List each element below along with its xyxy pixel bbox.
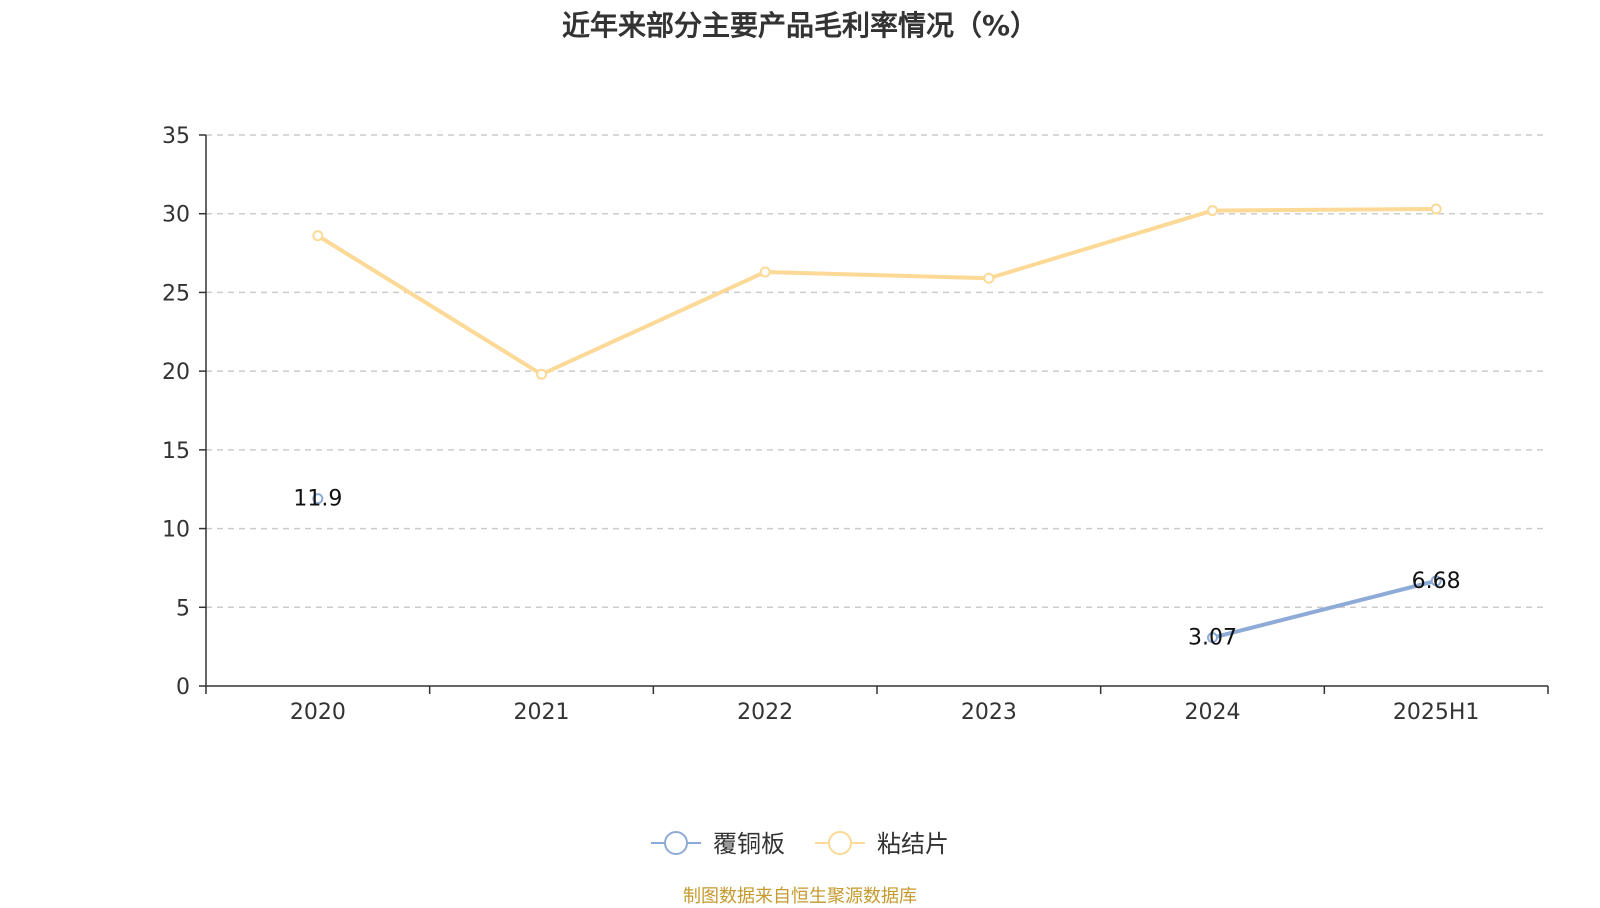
data-point bbox=[312, 493, 324, 505]
data-point bbox=[1430, 203, 1442, 215]
legend-item-1: 覆铜板 bbox=[651, 830, 785, 858]
data-point bbox=[312, 230, 324, 242]
x-tick-label: 2021 bbox=[514, 700, 570, 725]
legend-marker bbox=[828, 831, 852, 855]
y-tick-label: 30 bbox=[162, 203, 190, 228]
legend: 覆铜板 粘结片 bbox=[651, 830, 949, 858]
series-1 bbox=[312, 493, 1442, 644]
data-label: 3.07 bbox=[1188, 626, 1237, 651]
y-tick-label: 35 bbox=[162, 124, 190, 149]
legend-item-2: 粘结片 bbox=[815, 830, 949, 858]
x-tick-label: 2024 bbox=[1185, 700, 1241, 725]
data-point bbox=[1430, 575, 1442, 587]
series-layer bbox=[312, 203, 1442, 644]
data-labels: 11.9 3.07 6.68 bbox=[293, 487, 1460, 651]
series-line bbox=[316, 206, 1437, 377]
y-tick-label: 20 bbox=[162, 360, 190, 385]
series-2 bbox=[312, 203, 1442, 380]
x-tick-label: 2025H1 bbox=[1393, 700, 1480, 725]
y-tick-label: 25 bbox=[162, 281, 190, 306]
data-point bbox=[983, 272, 995, 284]
data-point bbox=[536, 368, 547, 380]
data-point bbox=[1207, 632, 1218, 644]
legend-label: 粘结片 bbox=[877, 830, 949, 858]
y-tick-label: 10 bbox=[162, 518, 190, 543]
x-tick-label: 2022 bbox=[737, 700, 793, 725]
data-label: 11.9 bbox=[293, 487, 342, 512]
grid-lines bbox=[206, 134, 1548, 609]
y-tick-label: 5 bbox=[176, 596, 190, 621]
legend-label: 覆铜板 bbox=[713, 830, 785, 858]
data-point bbox=[759, 266, 771, 278]
axes: 0 5 10 15 20 25 30 35 2020 2021 2022 2023 2024 2025H1 bbox=[162, 124, 1549, 725]
source-note: 制图数据来自恒生聚源数据库 bbox=[683, 886, 917, 907]
chart-title: 近年来部分主要产品毛利率情况（%） bbox=[561, 9, 1039, 42]
y-tick-label: 0 bbox=[176, 675, 190, 700]
series-line bbox=[1212, 578, 1437, 640]
x-tick-label: 2023 bbox=[961, 700, 1017, 725]
data-label: 6.68 bbox=[1412, 569, 1461, 594]
data-point bbox=[1207, 205, 1218, 217]
legend-marker bbox=[664, 831, 688, 855]
x-tick-label: 2020 bbox=[290, 700, 346, 725]
y-tick-label: 15 bbox=[162, 439, 190, 464]
